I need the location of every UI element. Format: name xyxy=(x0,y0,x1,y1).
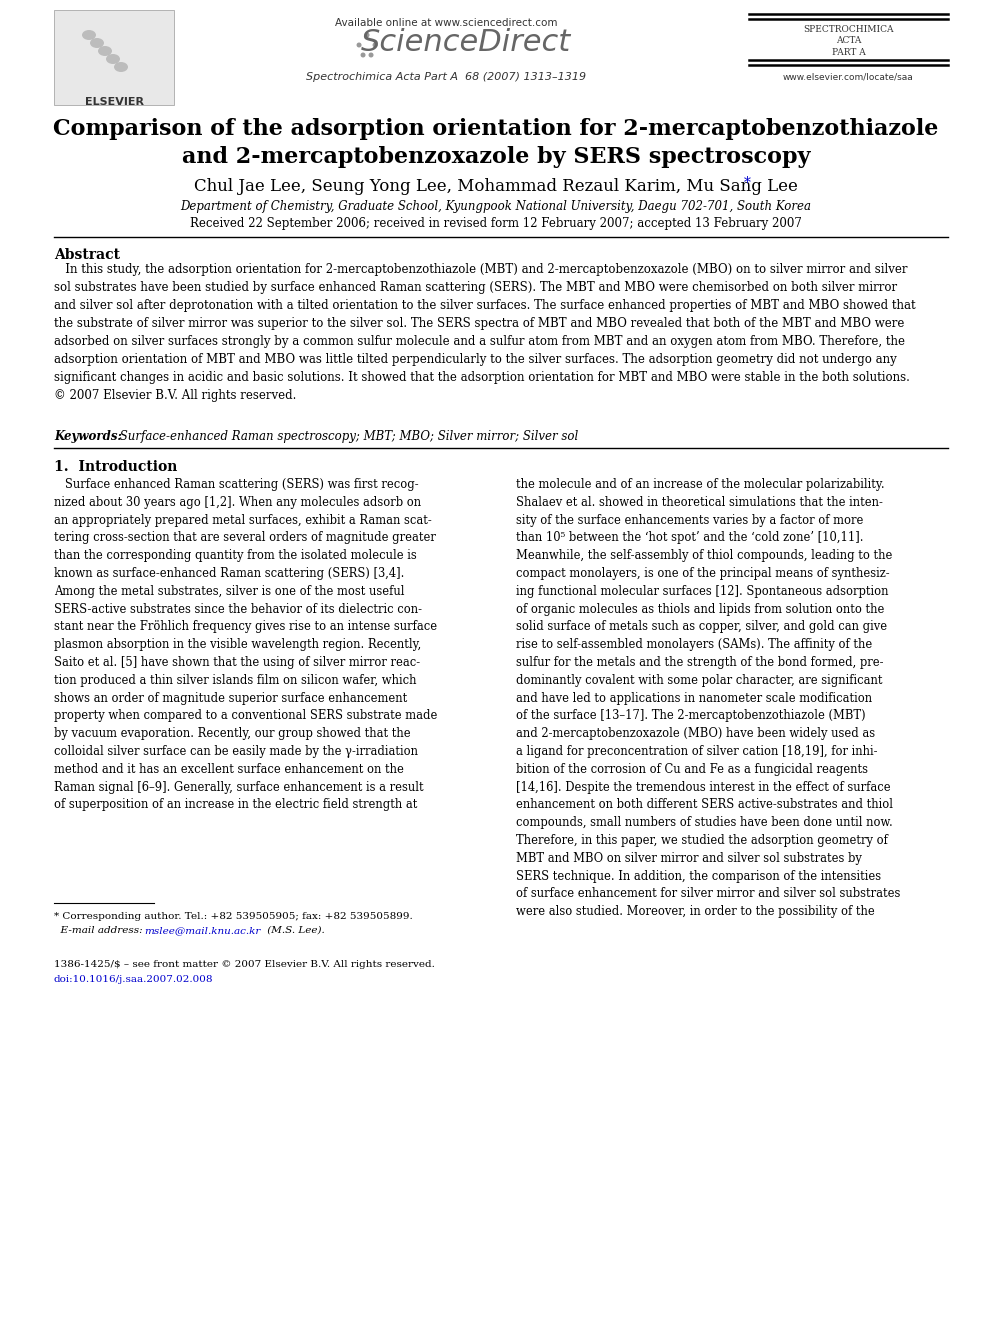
Text: In this study, the adsorption orientation for 2-mercaptobenzothiazole (MBT) and : In this study, the adsorption orientatio… xyxy=(54,263,916,402)
Text: Department of Chemistry, Graduate School, Kyungpook National University, Daegu 7: Department of Chemistry, Graduate School… xyxy=(181,200,811,213)
Text: SPECTROCHIMICA: SPECTROCHIMICA xyxy=(804,25,894,34)
Ellipse shape xyxy=(364,33,370,37)
Text: *: * xyxy=(744,176,751,191)
Bar xyxy=(54,11,174,105)
Ellipse shape xyxy=(373,42,378,48)
Text: ScienceDirect: ScienceDirect xyxy=(361,28,571,57)
Text: Comparison of the adsorption orientation for 2-mercaptobenzothiazole: Comparison of the adsorption orientation… xyxy=(54,118,938,140)
Text: * Corresponding author. Tel.: +82 539505905; fax: +82 539505899.: * Corresponding author. Tel.: +82 539505… xyxy=(54,912,413,921)
Ellipse shape xyxy=(90,38,104,48)
Text: E-mail address:: E-mail address: xyxy=(54,926,146,935)
Text: doi:10.1016/j.saa.2007.02.008: doi:10.1016/j.saa.2007.02.008 xyxy=(54,975,213,984)
Ellipse shape xyxy=(360,53,365,57)
Text: 1386-1425/$ – see front matter © 2007 Elsevier B.V. All rights reserved.: 1386-1425/$ – see front matter © 2007 El… xyxy=(54,960,434,968)
Text: Received 22 September 2006; received in revised form 12 February 2007; accepted : Received 22 September 2006; received in … xyxy=(190,217,802,230)
Text: 1.  Introduction: 1. Introduction xyxy=(54,460,178,474)
Text: Available online at www.sciencedirect.com: Available online at www.sciencedirect.co… xyxy=(335,19,558,28)
Text: Surface enhanced Raman scattering (SERS) was first recog-
nized about 30 years a: Surface enhanced Raman scattering (SERS)… xyxy=(54,478,437,811)
Text: PART A: PART A xyxy=(831,48,865,57)
Text: ACTA: ACTA xyxy=(836,36,861,45)
Text: Chul Jae Lee, Seung Yong Lee, Mohammad Rezaul Karim, Mu Sang Lee: Chul Jae Lee, Seung Yong Lee, Mohammad R… xyxy=(194,179,798,194)
Text: the molecule and of an increase of the molecular polarizability.
Shalaev et al. : the molecule and of an increase of the m… xyxy=(516,478,901,918)
Text: mslee@mail.knu.ac.kr: mslee@mail.knu.ac.kr xyxy=(144,926,260,935)
Text: Keywords:: Keywords: xyxy=(54,430,126,443)
Text: ELSEVIER: ELSEVIER xyxy=(84,97,144,107)
Text: www.elsevier.com/locate/saa: www.elsevier.com/locate/saa xyxy=(783,71,914,81)
Text: Abstract: Abstract xyxy=(54,247,120,262)
Ellipse shape xyxy=(82,30,96,40)
Ellipse shape xyxy=(114,62,128,71)
Text: (M.S. Lee).: (M.S. Lee). xyxy=(264,926,324,935)
Ellipse shape xyxy=(356,42,361,48)
Text: and 2-mercaptobenzoxazole by SERS spectroscopy: and 2-mercaptobenzoxazole by SERS spectr… xyxy=(182,146,810,168)
Ellipse shape xyxy=(369,53,374,57)
Text: Spectrochimica Acta Part A  68 (2007) 1313–1319: Spectrochimica Acta Part A 68 (2007) 131… xyxy=(307,71,586,82)
Ellipse shape xyxy=(106,54,120,64)
Text: Surface-enhanced Raman spectroscopy; MBT; MBO; Silver mirror; Silver sol: Surface-enhanced Raman spectroscopy; MBT… xyxy=(116,430,578,443)
Ellipse shape xyxy=(98,46,112,56)
